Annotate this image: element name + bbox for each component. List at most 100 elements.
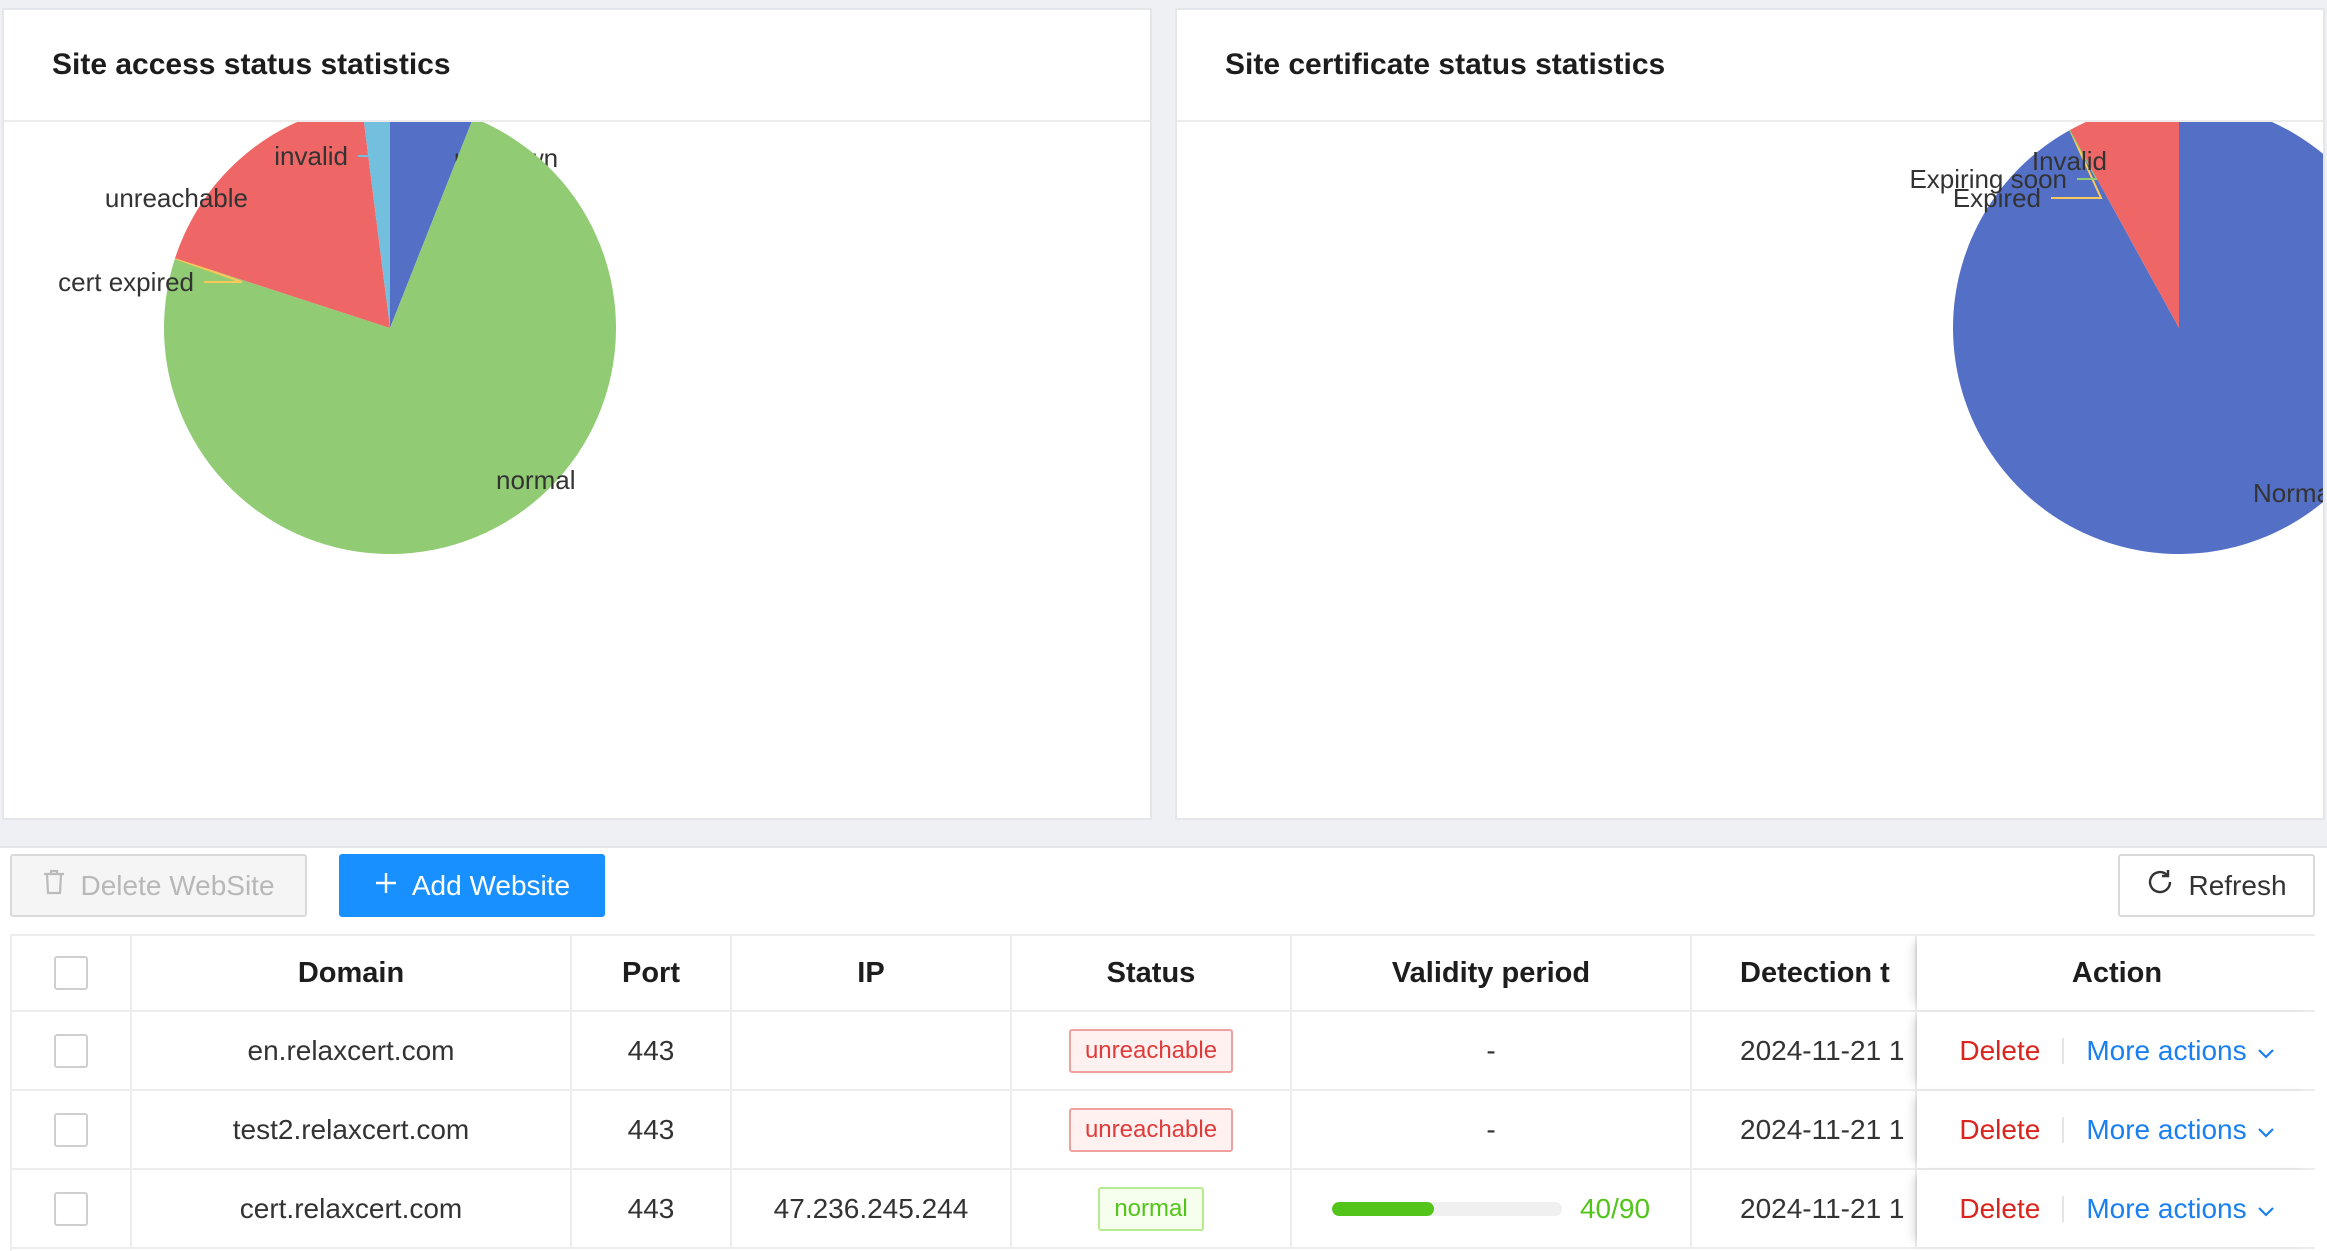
pie-leader-unknown bbox=[420, 122, 444, 159]
pie-label-expired: Expired bbox=[1953, 183, 2041, 213]
pie-label-normal: Normal bbox=[2253, 478, 2323, 508]
action-divider bbox=[2062, 1037, 2065, 1064]
refresh-icon bbox=[2146, 868, 2174, 903]
action-divider bbox=[2062, 1116, 2065, 1143]
pie-leader-invalid bbox=[358, 122, 380, 157]
row-select-cell bbox=[12, 1091, 132, 1168]
status-cell: normal bbox=[1012, 1170, 1292, 1247]
access-pie-chart: unknownnormalcert expiredunreachableinva… bbox=[58, 122, 616, 554]
pie-slice-unknown[interactable] bbox=[390, 122, 473, 328]
pie-leader-unreachable bbox=[245, 153, 280, 199]
chevron-down-icon bbox=[2257, 1114, 2275, 1146]
access-status-card: Site access status statistics unknownnor… bbox=[2, 8, 1152, 820]
pie-slice-unreachable[interactable] bbox=[175, 122, 390, 328]
select-all-cell bbox=[12, 936, 132, 1010]
action-divider bbox=[2062, 1195, 2065, 1222]
header-ip[interactable]: IP bbox=[732, 936, 1012, 1010]
more-actions-label: More actions bbox=[2086, 1192, 2247, 1224]
cert-card-header: Site certificate status statistics bbox=[1177, 10, 2323, 122]
validity-progress: 40/90 bbox=[1331, 1192, 1651, 1225]
trash-icon bbox=[42, 868, 66, 903]
delete-website-button[interactable]: Delete WebSite bbox=[10, 854, 307, 917]
ip-cell bbox=[732, 1012, 1012, 1089]
table-header-row: Domain Port IP Status Validity period De… bbox=[12, 936, 2315, 1012]
port-cell: 443 bbox=[572, 1012, 732, 1089]
row-checkbox[interactable] bbox=[54, 1033, 88, 1068]
plus-icon bbox=[374, 870, 398, 902]
header-validity[interactable]: Validity period bbox=[1292, 936, 1692, 1010]
status-badge: unreachable bbox=[1068, 1028, 1234, 1073]
ip-cell bbox=[732, 1091, 1012, 1168]
validity-cell: - bbox=[1292, 1012, 1692, 1089]
cert-chart-title: Site certificate status statistics bbox=[1225, 48, 1666, 81]
domain-cell: en.relaxcert.com bbox=[132, 1012, 572, 1089]
pie-slice-normal[interactable] bbox=[164, 122, 616, 554]
add-website-button[interactable]: Add Website bbox=[339, 854, 605, 917]
row-checkbox[interactable] bbox=[54, 1112, 88, 1147]
more-actions-dropdown[interactable]: More actions bbox=[2086, 1035, 2274, 1067]
validity-progress-track bbox=[1331, 1201, 1562, 1216]
pie-leader-expiring-soon bbox=[2069, 129, 2099, 180]
detection-cell: 2024-11-21 1 bbox=[1692, 1012, 1917, 1089]
ip-cell: 47.236.245.244 bbox=[732, 1170, 1012, 1247]
header-port[interactable]: Port bbox=[572, 936, 732, 1010]
validity-cell: - bbox=[1292, 1091, 1692, 1168]
pie-slice-normal[interactable] bbox=[1953, 122, 2323, 554]
access-card-header: Site access status statistics bbox=[4, 10, 1150, 122]
pie-leader-normal bbox=[472, 479, 488, 533]
status-cell: unreachable bbox=[1012, 1091, 1292, 1168]
validity-progress-fill bbox=[1331, 1201, 1435, 1216]
domain-cell: test2.relaxcert.com bbox=[132, 1091, 572, 1168]
refresh-button[interactable]: Refresh bbox=[2118, 854, 2315, 917]
header-detection[interactable]: Detection t bbox=[1692, 936, 1917, 1010]
row-select-cell bbox=[12, 1012, 132, 1089]
status-badge: unreachable bbox=[1068, 1107, 1234, 1152]
pie-slice-invalid[interactable] bbox=[2070, 122, 2179, 328]
access-chart-title: Site access status statistics bbox=[52, 48, 451, 81]
table-row: test2.relaxcert.com 443 unreachable - 20… bbox=[12, 1091, 2315, 1170]
validity-cell: 40/90 bbox=[1292, 1170, 1692, 1247]
select-all-checkbox[interactable] bbox=[54, 956, 88, 990]
domain-cell: cert.relaxcert.com bbox=[132, 1170, 572, 1247]
more-actions-dropdown[interactable]: More actions bbox=[2086, 1114, 2274, 1146]
table-row: en.relaxcert.com 443 unreachable - 2024-… bbox=[12, 1012, 2315, 1091]
more-actions-label: More actions bbox=[2086, 1113, 2247, 1145]
pie-label-cert-expired: cert expired bbox=[58, 267, 194, 297]
delete-link[interactable]: Delete bbox=[1959, 1034, 2041, 1066]
more-actions-label: More actions bbox=[2086, 1034, 2247, 1066]
pie-label-invalid: Invalid bbox=[2032, 146, 2107, 176]
more-actions-dropdown[interactable]: More actions bbox=[2086, 1193, 2274, 1225]
chevron-down-icon bbox=[2257, 1193, 2275, 1225]
action-cell: Delete More actions bbox=[1917, 1170, 2315, 1247]
table-row: cert.relaxcert.com 443 47.236.245.244 no… bbox=[12, 1170, 2315, 1249]
action-cell: Delete More actions bbox=[1917, 1091, 2315, 1168]
pie-leader-cert-expired bbox=[174, 257, 243, 283]
header-action: Action bbox=[1917, 936, 2315, 1010]
port-cell: 443 bbox=[572, 1170, 732, 1247]
pie-leader-normal bbox=[2219, 492, 2243, 548]
status-badge: normal bbox=[1098, 1186, 1204, 1231]
pie-label-expiring-soon: Expiring soon bbox=[1909, 164, 2067, 194]
delete-link[interactable]: Delete bbox=[1959, 1192, 2041, 1224]
row-select-cell bbox=[12, 1170, 132, 1247]
pie-label-unreachable: unreachable bbox=[105, 183, 248, 213]
action-cell: Delete More actions bbox=[1917, 1012, 2315, 1089]
header-domain[interactable]: Domain bbox=[132, 936, 572, 1010]
cert-status-card: Site certificate status statistics Norma… bbox=[1175, 8, 2325, 820]
status-cell: unreachable bbox=[1012, 1012, 1292, 1089]
detection-cell: 2024-11-21 1 bbox=[1692, 1170, 1917, 1247]
port-cell: 443 bbox=[572, 1091, 732, 1168]
header-status[interactable]: Status bbox=[1012, 936, 1292, 1010]
delete-link[interactable]: Delete bbox=[1959, 1113, 2041, 1145]
validity-progress-text: 40/90 bbox=[1579, 1192, 1651, 1224]
chevron-down-icon bbox=[2257, 1035, 2275, 1067]
pie-label-normal: normal bbox=[496, 465, 575, 495]
pie-label-invalid: invalid bbox=[274, 141, 348, 171]
website-table: Domain Port IP Status Validity period De… bbox=[10, 934, 2315, 1251]
row-checkbox[interactable] bbox=[54, 1191, 88, 1226]
pie-leader-expired bbox=[2051, 129, 2103, 199]
delete-website-label: Delete WebSite bbox=[80, 869, 275, 901]
add-website-label: Add Website bbox=[411, 869, 571, 901]
pie-slice-invalid[interactable] bbox=[362, 122, 390, 328]
